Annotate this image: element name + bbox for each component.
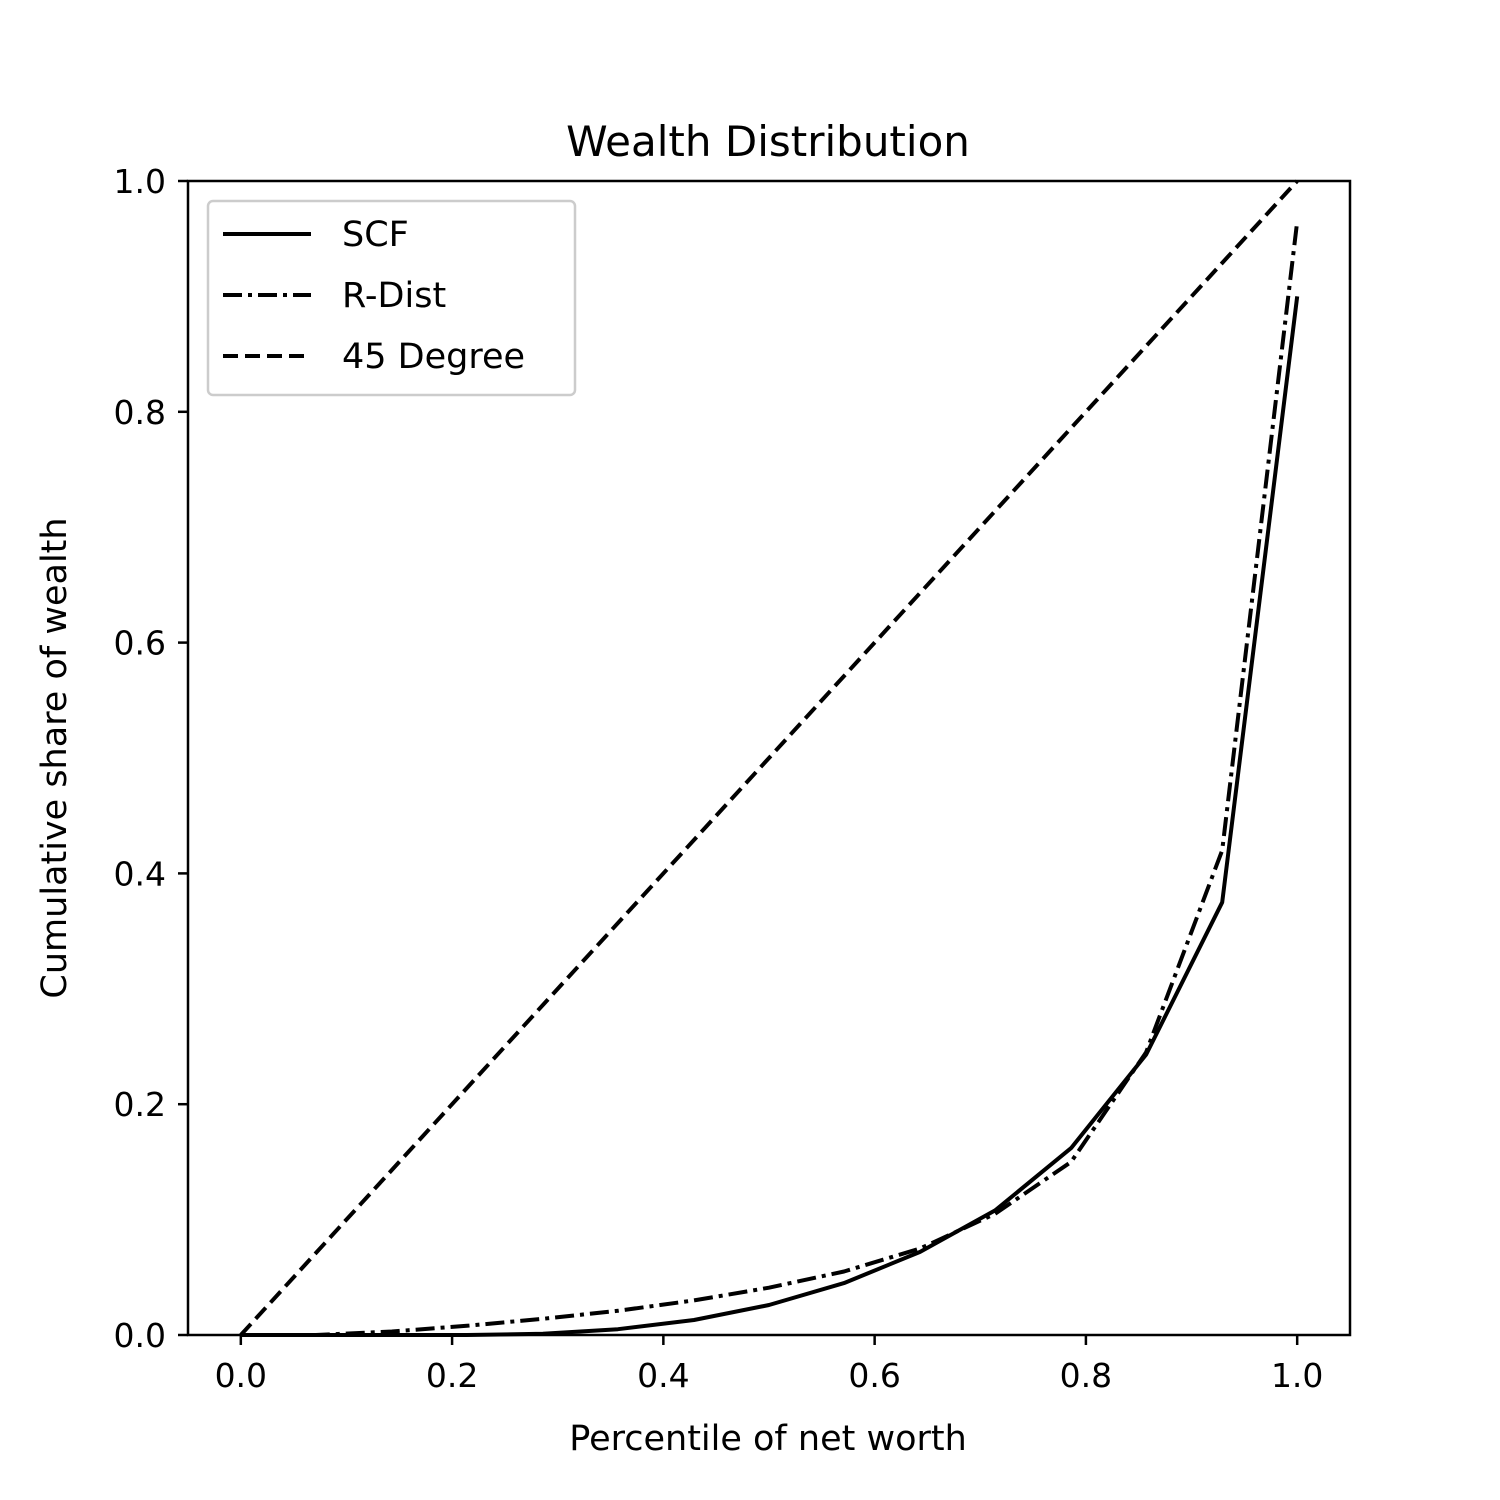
forty-five-degree-series-line bbox=[239, 179, 1299, 1337]
x-tick-label: 0.0 bbox=[215, 1356, 267, 1395]
x-tick-label: 0.6 bbox=[848, 1356, 900, 1395]
x-tick-label: 0.2 bbox=[426, 1356, 478, 1395]
y-tick-label: 0.2 bbox=[114, 1085, 166, 1124]
y-axis-label: Cumulative share of wealth bbox=[35, 517, 75, 998]
legend-entries: SCF R-Dist 45 Degree bbox=[223, 215, 525, 377]
y-tick-label: 0.6 bbox=[114, 624, 166, 663]
legend-label: R-Dist bbox=[342, 276, 446, 316]
legend-label: SCF bbox=[342, 215, 409, 255]
y-tick-label: 0.0 bbox=[114, 1316, 166, 1355]
x-tick-label: 0.8 bbox=[1060, 1356, 1112, 1395]
y-tick-label: 0.4 bbox=[114, 854, 166, 893]
r-dist-series-line bbox=[240, 221, 1300, 1337]
y-tick-label: 0.8 bbox=[114, 393, 166, 432]
y-tick-label: 1.0 bbox=[114, 162, 166, 201]
x-axis-label: Percentile of net worth bbox=[569, 1419, 967, 1459]
y-axis-ticks: 0.0 0.2 0.4 0.6 0.8 1.0 bbox=[114, 162, 188, 1355]
x-tick-label: 1.0 bbox=[1271, 1356, 1323, 1395]
plot-area-frame bbox=[186, 179, 1352, 1337]
x-tick-label: 0.4 bbox=[637, 1356, 689, 1395]
x-axis-ticks: 0.0 0.2 0.4 0.6 0.8 1.0 bbox=[215, 1335, 1323, 1395]
legend-box bbox=[206, 199, 577, 397]
legend-label: 45 Degree bbox=[342, 337, 525, 377]
legend: SCF R-Dist 45 Degree bbox=[206, 199, 577, 397]
chart-title: Wealth Distribution bbox=[566, 117, 970, 166]
